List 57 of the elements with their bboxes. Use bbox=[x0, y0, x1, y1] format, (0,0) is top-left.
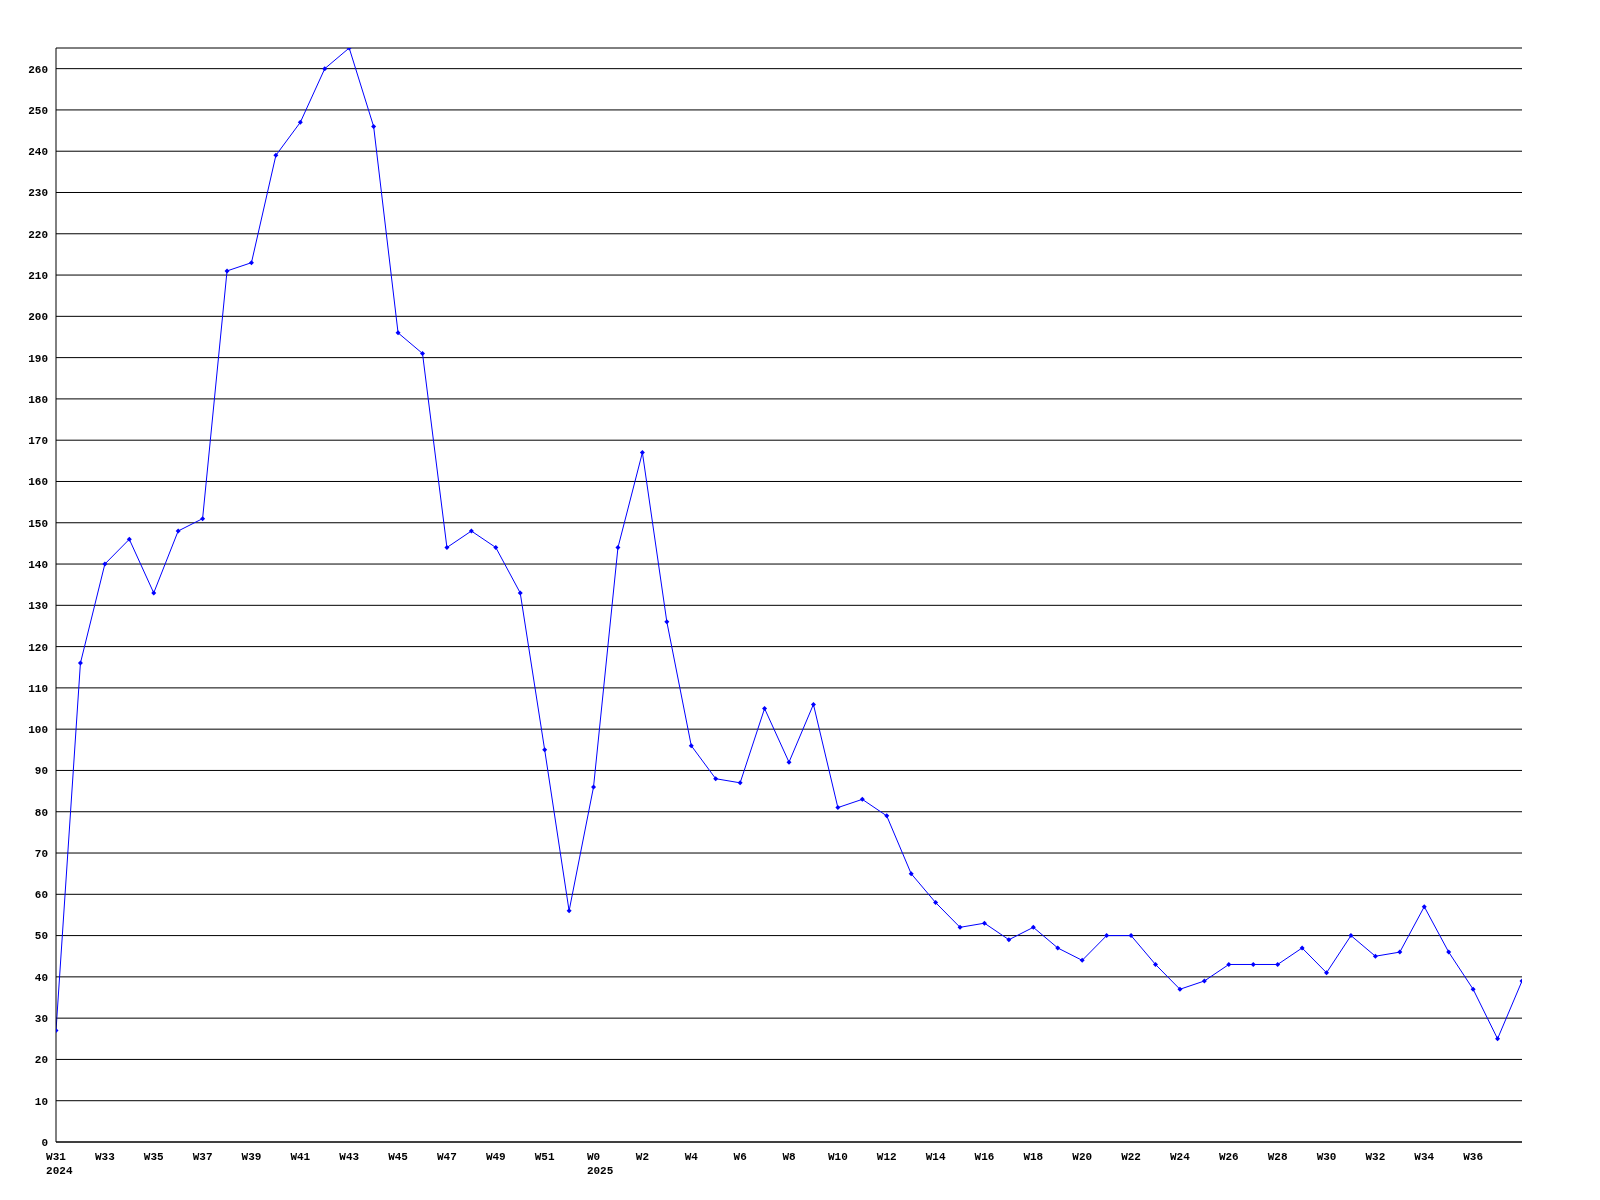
y-tick-label: 110 bbox=[28, 682, 48, 695]
y-tick-label: 200 bbox=[28, 311, 48, 324]
y-tick-label: 190 bbox=[28, 352, 48, 365]
y-tick-label: 120 bbox=[28, 641, 48, 654]
x-tick-label: W24 bbox=[1170, 1151, 1191, 1163]
x-tick-label: W43 bbox=[339, 1151, 360, 1163]
y-tick-label: 250 bbox=[28, 104, 48, 117]
x-tick-label: W12 bbox=[876, 1151, 897, 1163]
y-tick-label: 220 bbox=[28, 228, 48, 241]
y-tick-label: 70 bbox=[34, 847, 48, 860]
y-tick-label: 50 bbox=[34, 930, 48, 943]
x-tick-label: W22 bbox=[1121, 1151, 1141, 1163]
y-tick-label: 20 bbox=[34, 1054, 48, 1067]
y-tick-label: 0 bbox=[41, 1136, 48, 1149]
y-tick-label: 170 bbox=[28, 435, 48, 448]
x-tick-label: W16 bbox=[974, 1151, 995, 1163]
x-tick-label: W18 bbox=[1023, 1151, 1044, 1163]
y-tick-label: 160 bbox=[28, 476, 48, 489]
x-tick-label: W4 bbox=[684, 1151, 699, 1163]
x-tick-label: W32 bbox=[1365, 1151, 1386, 1163]
x-tick-label: W2 bbox=[635, 1151, 649, 1163]
y-tick-label: 100 bbox=[28, 724, 48, 737]
y-tick-label: 60 bbox=[34, 889, 48, 902]
x-tick-label: W28 bbox=[1267, 1151, 1288, 1163]
y-tick-label: 150 bbox=[28, 517, 48, 530]
x-tick-label: W45 bbox=[388, 1151, 409, 1163]
y-tick-label: 30 bbox=[34, 1013, 48, 1026]
x-tick-label: W33 bbox=[94, 1151, 116, 1163]
y-tick-label: 40 bbox=[34, 971, 48, 984]
x-tick-label: W6 bbox=[733, 1151, 747, 1163]
x-tick-label: W49 bbox=[485, 1151, 506, 1163]
x-tick-label: W0 2025 bbox=[586, 1151, 614, 1177]
x-tick-label: W36 bbox=[1463, 1151, 1484, 1163]
y-tick-label: 90 bbox=[34, 765, 48, 778]
x-tick-label: W20 bbox=[1072, 1151, 1093, 1163]
y-tick-label: 180 bbox=[28, 393, 48, 406]
x-tick-label: W51 bbox=[534, 1151, 555, 1163]
x-tick-label: W34 bbox=[1414, 1151, 1435, 1163]
x-tick-label: W10 bbox=[827, 1151, 848, 1163]
y-tick-label: 130 bbox=[28, 600, 48, 613]
y-tick-label: 230 bbox=[28, 187, 48, 200]
y-tick-label: 240 bbox=[28, 146, 48, 159]
x-tick-label: W14 bbox=[925, 1151, 946, 1163]
x-tick-label: W39 bbox=[241, 1151, 262, 1163]
y-tick-label: 260 bbox=[28, 63, 48, 76]
x-tick-label: W30 bbox=[1316, 1151, 1337, 1163]
x-tick-label: W8 bbox=[782, 1151, 796, 1163]
x-tick-label: W41 bbox=[290, 1151, 311, 1163]
x-tick-label: W37 bbox=[192, 1151, 213, 1163]
x-tick-label: W26 bbox=[1218, 1151, 1239, 1163]
y-tick-label: 140 bbox=[28, 558, 48, 571]
y-tick-label: 80 bbox=[34, 806, 48, 819]
y-tick-label: 210 bbox=[28, 269, 48, 282]
x-tick-label: W31 2024 bbox=[46, 1151, 73, 1177]
x-tick-label: W47 bbox=[437, 1151, 457, 1163]
y-tick-label: 10 bbox=[34, 1095, 48, 1108]
x-tick-label: W35 bbox=[143, 1151, 165, 1163]
